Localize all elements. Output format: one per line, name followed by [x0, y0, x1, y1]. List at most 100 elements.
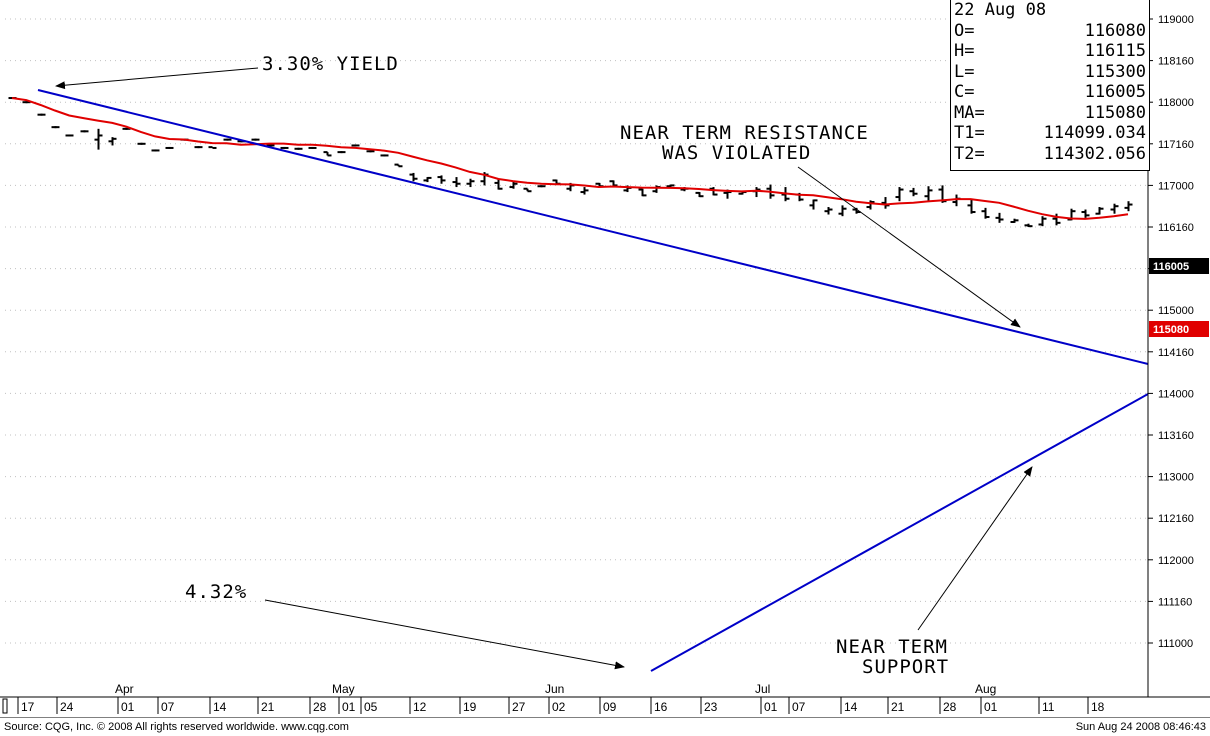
ohlc-key: O= [954, 20, 975, 41]
x-tick-label: 21 [261, 700, 275, 714]
support-trendline [650, 393, 1149, 672]
x-tick-label: 28 [943, 700, 957, 714]
ohlc-bar [351, 144, 360, 147]
ohlc-value: 116005 [1084, 82, 1146, 102]
ohlc-bar [294, 147, 303, 150]
y-tick-label: 118000 [1158, 97, 1194, 109]
last-price-label: 116005 [1153, 261, 1189, 273]
footer: Source: CQG, Inc. © 2008 All rights rese… [0, 717, 1210, 736]
ohlc-bar [895, 187, 904, 202]
ohlc-value: 115300 [1084, 61, 1146, 82]
x-tick-label: 21 [891, 700, 905, 714]
y-tick-label: 116160 [1158, 222, 1194, 234]
ohlc-value: 115080 [1084, 102, 1146, 123]
x-tick-label: 24 [60, 700, 74, 714]
trendlines [37, 89, 1149, 672]
y-tick-label: 115000 [1158, 305, 1194, 317]
ohlc-bar [280, 146, 289, 149]
x-tick-label: 27 [512, 700, 526, 714]
ohlc-bar [65, 134, 74, 137]
ohlc-bar [537, 185, 546, 188]
y-tick-label: 111000 [1158, 638, 1193, 650]
ohlc-bar [866, 200, 875, 210]
ohlc-bar [924, 186, 933, 203]
ohlc-bar [223, 138, 232, 141]
ohlc-bar [337, 151, 346, 154]
ohlc-bar [194, 146, 203, 149]
timestamp: Sun Aug 24 2008 08:46:43 [1075, 721, 1206, 733]
ohlc-bar [638, 188, 647, 197]
annotation-support-1: NEAR TERM [836, 636, 948, 658]
x-tick-label: 07 [792, 700, 806, 714]
x-tick-label: 28 [313, 700, 327, 714]
source-credit: Source: CQG, Inc. © 2008 All rights rese… [4, 721, 349, 733]
month-label: May [332, 682, 355, 696]
ohlc-key: C= [954, 82, 975, 102]
ohlc-bar [967, 199, 976, 214]
x-tick-label: 01 [984, 700, 998, 714]
ohlc-bar [1124, 201, 1133, 212]
ohlc-bar [423, 176, 432, 183]
annotation-arrows [55, 67, 1033, 670]
ohlc-bar [1024, 223, 1033, 228]
ohlc-bar [394, 163, 403, 168]
ohlc-bar [995, 212, 1004, 223]
ohlc-bar [266, 144, 275, 147]
ohlc-bar [380, 154, 389, 157]
ohlc-bar [909, 187, 918, 197]
ohlc-bar [809, 199, 818, 210]
ohlc-bar [452, 177, 461, 188]
y-tick-label: 114000 [1158, 388, 1194, 400]
ohlc-date-value: 22 Aug 08 [954, 0, 1047, 20]
y-tick-label: 118160 [1158, 56, 1194, 68]
ohlc-panel: 22 Aug 08 O= 116080 H= 116115 L= 115300 … [950, 0, 1150, 171]
arrow-low [264, 599, 625, 670]
month-label: Apr [115, 682, 134, 696]
ohlc-bar [509, 181, 518, 189]
x-tick-label: 12 [413, 700, 427, 714]
ohlc-key: L= [954, 61, 975, 82]
ohlc-bar [108, 137, 117, 146]
ohlc-bar [466, 178, 475, 188]
ohlc-bar [94, 128, 103, 150]
month-label: Aug [975, 682, 996, 696]
x-tick-label: 02 [552, 700, 566, 714]
ohlc-bar [1095, 207, 1104, 215]
last-price-marker [1149, 258, 1209, 274]
y-tick-label: 114160 [1158, 347, 1194, 359]
x-tick-label: 07 [161, 700, 175, 714]
x-axis: 17 24 01 07 14 21 28 01 05 12 19 27 02 09 16 23 01 07 14 21… [0, 682, 1210, 714]
ohlc-bar [366, 150, 375, 153]
moving-average [11, 97, 1129, 220]
y-tick-label: 111160 [1158, 596, 1192, 608]
ohlc-bar [1010, 218, 1019, 224]
x-tick-label: 14 [844, 700, 858, 714]
ohlc-row-high: H= 116115 [951, 41, 1149, 62]
ohlc-value: 116080 [1084, 20, 1146, 41]
x-tick-label: 11 [1042, 700, 1055, 714]
ohlc-key: T2= [954, 143, 985, 164]
ohlc-value: 116115 [1084, 41, 1146, 61]
ohlc-bar [251, 138, 260, 141]
ma-price-label: 115080 [1153, 324, 1189, 336]
x-tick-label: 19 [463, 700, 477, 714]
y-tick-label: 113000 [1158, 472, 1194, 484]
annotation-resistance-1: NEAR TERM RESISTANCE [620, 122, 869, 144]
x-tick-label: 18 [1091, 700, 1105, 714]
ohlc-row-open: O= 116080 [951, 21, 1149, 42]
x-tick-label: 23 [704, 700, 718, 714]
ohlc-bar [1038, 216, 1047, 227]
ohlc-row-ma: MA= 115080 [951, 103, 1149, 124]
annotation-yield: 3.30% YIELD [262, 53, 399, 75]
ohlc-bar [308, 146, 317, 149]
ohlc-row-t2: T2= 114302.056 [951, 144, 1149, 165]
annotation-support-2: SUPPORT [862, 656, 949, 678]
ohlc-bar [1052, 213, 1061, 226]
ohlc-bar [80, 130, 89, 133]
ohlc-bar [437, 175, 446, 184]
x-tick-label: 09 [603, 700, 617, 714]
ohlc-bar [523, 187, 532, 193]
ohlc-row-t1: T1= 114099.034 [951, 123, 1149, 144]
y-tick-label: 112160 [1158, 513, 1194, 525]
y-axis: 1190001181601180001171601170001161601151… [1147, 0, 1209, 697]
